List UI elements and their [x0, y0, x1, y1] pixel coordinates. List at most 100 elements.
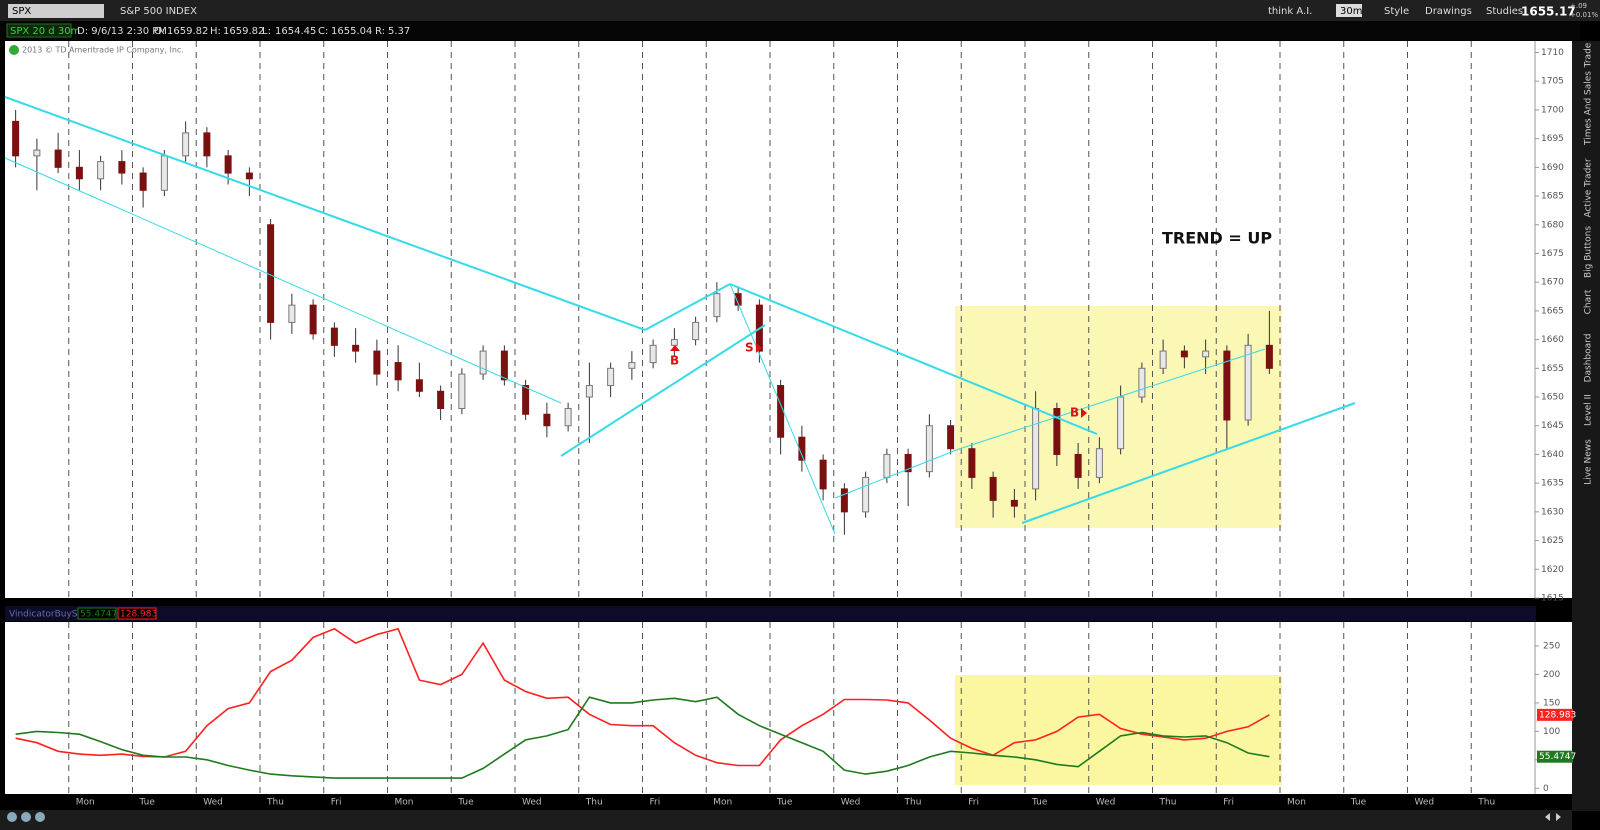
candle-body: [139, 172, 147, 191]
y-tick-label: 1615: [1541, 594, 1564, 604]
candle-body: [1265, 344, 1273, 369]
y-tick-label: 1695: [1541, 134, 1564, 144]
candle-body: [415, 379, 423, 392]
x-tick-label: Tue: [776, 798, 793, 808]
study-value: 128.983: [120, 610, 157, 620]
aggregation-box[interactable]: [1336, 4, 1362, 17]
candle-body: [1095, 448, 1103, 478]
trendline: [644, 283, 731, 331]
study-panel: [5, 622, 1580, 794]
side-tab: Chart: [1584, 289, 1594, 314]
quote-label: C:: [318, 26, 328, 37]
x-tick-label: Wed: [841, 798, 861, 808]
x-tick-label: Mon: [395, 798, 414, 808]
trendline: [834, 448, 960, 499]
zoom-button[interactable]: [7, 812, 17, 822]
candle-body: [947, 425, 955, 450]
x-tick-label: Mon: [1287, 798, 1306, 808]
sell-arrow: [756, 343, 762, 353]
y-tick-label: 250: [1543, 641, 1560, 651]
side-tabs: Trade Times And Sales Active Trader Big But…: [1584, 42, 1594, 485]
scroll-left[interactable]: [1545, 813, 1550, 821]
x-tick-label: Mon: [713, 798, 732, 808]
y-tick-label: 1685: [1541, 192, 1564, 202]
trend-annotation: TREND = UP: [1162, 229, 1272, 248]
candle-body: [330, 327, 338, 346]
x-tick-label: Tue: [1350, 798, 1367, 808]
pct-change: +0.01%: [1570, 11, 1598, 19]
quote-label: O:: [154, 26, 165, 37]
quote-value: 5.37: [388, 26, 410, 37]
y-tick-label: 100: [1543, 727, 1560, 737]
candle-body: [1202, 350, 1210, 358]
y-tick-label: 1625: [1541, 536, 1564, 546]
toolbar-button[interactable]: think A.I.: [1268, 6, 1312, 17]
toolbar-button[interactable]: Studies: [1486, 6, 1523, 17]
y-tick-label: 1670: [1541, 278, 1564, 288]
toolbar-button[interactable]: 30m: [1340, 6, 1362, 17]
trendlines: [4, 96, 1356, 535]
candle-body: [1074, 453, 1082, 478]
symbol-input[interactable]: [8, 4, 104, 18]
y-tick-label: 1630: [1541, 507, 1564, 517]
toolbar: [0, 0, 1600, 21]
candle-body: [288, 304, 296, 323]
symbol-description: S&P 500 INDEX: [120, 6, 197, 17]
x-tick-label: Tue: [457, 798, 474, 808]
candle-body: [607, 367, 615, 387]
x-tick-label: Fri: [968, 798, 979, 808]
y-tick-label: 1635: [1541, 479, 1564, 489]
candle-body: [1223, 350, 1231, 421]
trendline: [1021, 402, 1356, 524]
axis-value-label: 55.4747: [1539, 752, 1576, 762]
candle-body: [182, 132, 190, 157]
y-tick-label: 1645: [1541, 421, 1564, 431]
quote-value: 1654.45: [275, 26, 316, 37]
trendline: [4, 96, 646, 331]
scroll-right[interactable]: [1556, 813, 1561, 821]
candle-body: [75, 166, 83, 180]
buy-signal: B: [670, 354, 679, 368]
x-tick-label: Wed: [522, 798, 542, 808]
x-tick-label: Tue: [1031, 798, 1048, 808]
candle-body: [819, 459, 827, 490]
chart-title: SPX 20 d 30m: [10, 26, 80, 37]
candle-body: [118, 161, 126, 174]
candle-body: [543, 413, 551, 427]
last-price: 1655.17: [1521, 5, 1576, 19]
x-tick-label: Wed: [203, 798, 223, 808]
x-tick-label: Fri: [331, 798, 342, 808]
candle-body: [925, 425, 933, 473]
y-tick-label: 1655: [1541, 364, 1564, 374]
quote-value: 1659.82: [223, 26, 264, 37]
quote-fields: O: 1659.82 H: 1659.82L: 1654.45 C: 1655.04 R: 5.…: [154, 26, 410, 37]
buy-arrow: [1081, 408, 1087, 418]
zoom-button[interactable]: [21, 812, 31, 822]
side-tab: Trade: [1584, 42, 1594, 68]
side-tab: Big Buttons: [1584, 226, 1594, 278]
x-tick-label: Thu: [1159, 798, 1177, 808]
symbol[interactable]: SPX: [12, 6, 31, 17]
candle-body: [904, 453, 912, 473]
quote-label: L:: [262, 26, 271, 37]
y-tick-label: 1620: [1541, 565, 1564, 575]
candle-body: [649, 344, 657, 364]
candle-body: [798, 436, 806, 461]
y-tick-label: 1680: [1541, 220, 1564, 230]
zoom-button[interactable]: [35, 812, 45, 822]
trendline: [729, 283, 836, 535]
quote-label: H:: [210, 26, 221, 37]
candle-body: [245, 172, 253, 180]
grid: 1615 1620 1625 1630 1635 1640 1645 1650 1655 1660…: [68, 41, 1564, 794]
candle-body: [373, 350, 381, 375]
y-tick-label: 1675: [1541, 249, 1564, 259]
candle-body: [479, 350, 487, 375]
candle-body: [1053, 408, 1061, 455]
toolbar-button[interactable]: Drawings: [1425, 6, 1472, 17]
x-tick-label: Fri: [1223, 798, 1234, 808]
side-tab: Active Trader: [1584, 158, 1594, 217]
candle-body: [267, 224, 275, 323]
x-tick-label: Wed: [1415, 798, 1435, 808]
candle-body: [692, 321, 700, 341]
toolbar-button[interactable]: Style: [1384, 6, 1409, 17]
